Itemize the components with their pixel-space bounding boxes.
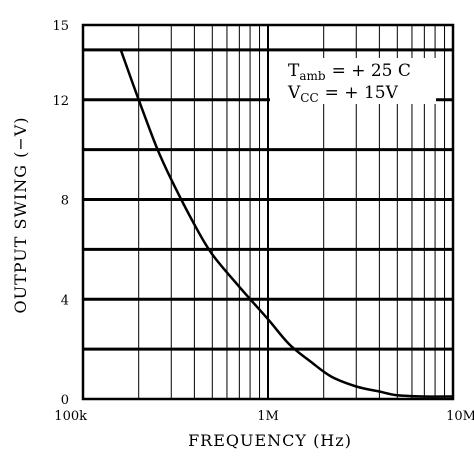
x-tick-labels: 100k 1M 10M <box>54 409 474 424</box>
series-line <box>119 49 454 398</box>
annotation-line1-rest: = + 25 C <box>332 61 411 81</box>
y-tick-labels: 0 4 8 12 15 <box>52 19 69 408</box>
y-tick-label: 0 <box>61 393 69 408</box>
annotation-line2-sub: CC <box>300 91 318 105</box>
plot-border <box>81 23 455 401</box>
svg-text:Tamb= + 25 C: Tamb = + 25 C <box>288 61 411 83</box>
svg-text:VCC= + 15V: VCC = + 15V <box>287 83 399 105</box>
annotation-line2-rest: = + 15V <box>325 83 399 103</box>
annotation-background <box>270 58 436 104</box>
x-tick-label: 10M <box>446 409 474 424</box>
annotation-line2-main: V <box>287 83 301 103</box>
series-layer <box>119 49 454 398</box>
x-axis-title: FREQUENCY (Hz) <box>188 431 352 450</box>
annotation-line1-sub: amb <box>299 69 326 83</box>
y-axis-title: OUTPUT SWING (−V) <box>11 116 30 313</box>
annotation: Tamb = + 25 C VCC = + 15V <box>287 61 411 105</box>
y-tick-label: 12 <box>52 94 69 109</box>
y-tick-label: 15 <box>52 19 69 34</box>
plot-frame <box>81 23 455 401</box>
annotation-line1-main: T <box>288 61 300 81</box>
y-tick-label: 8 <box>61 194 69 209</box>
x-tick-label: 1M <box>257 409 279 424</box>
x-tick-label: 100k <box>54 409 87 424</box>
y-tick-label: 4 <box>61 293 69 308</box>
